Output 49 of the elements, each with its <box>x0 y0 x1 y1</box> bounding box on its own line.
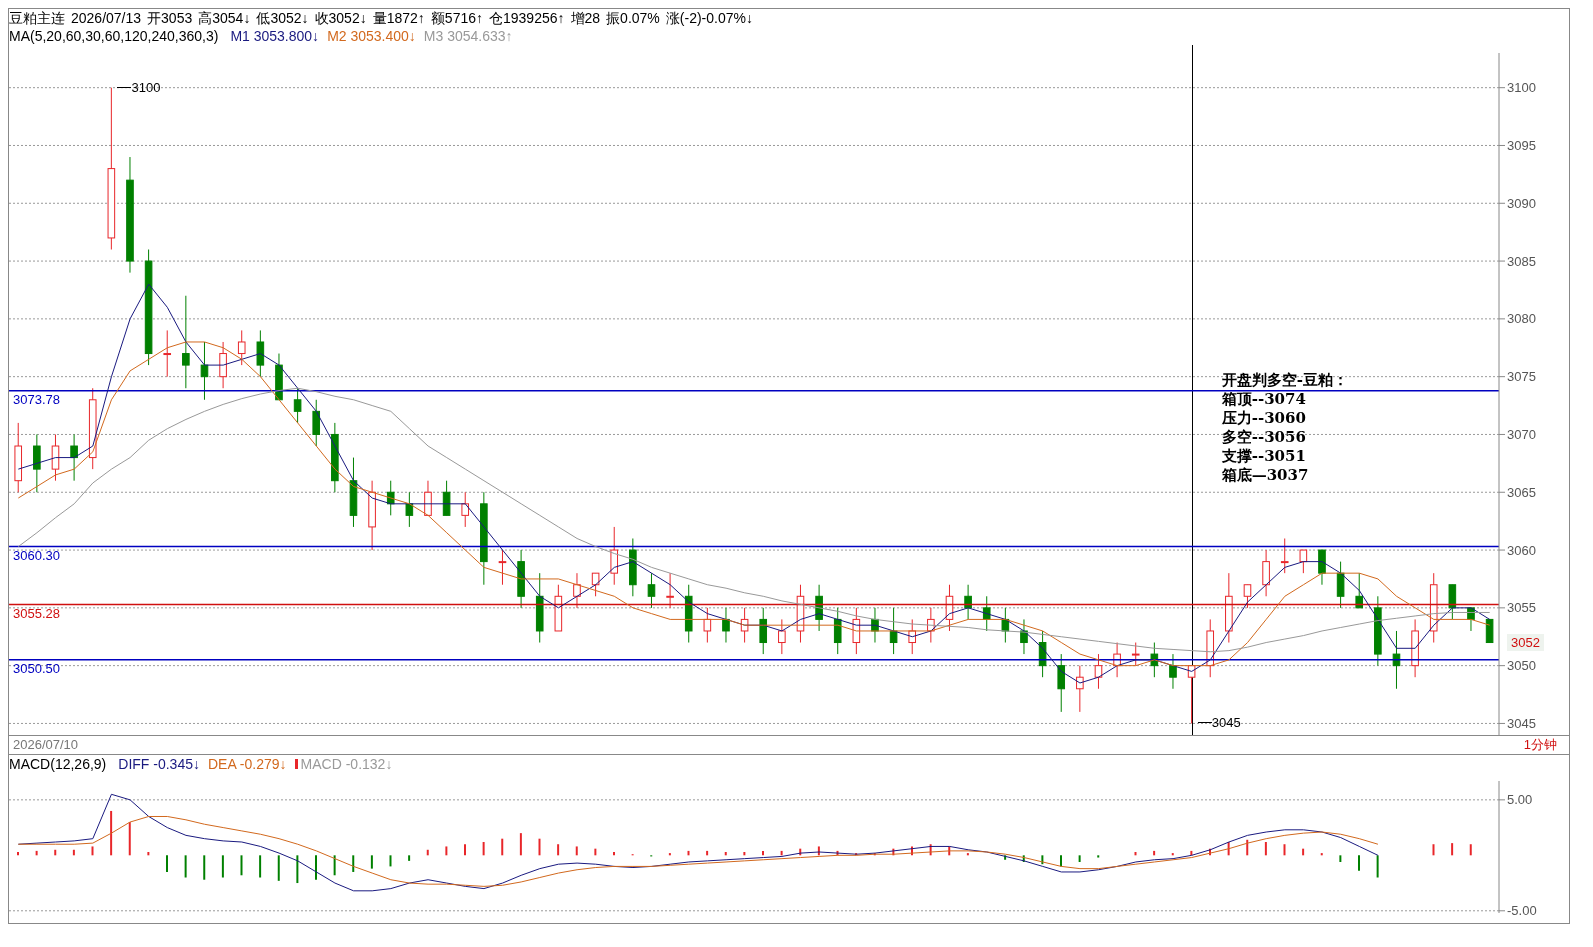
text: 1分钟 <box>1523 736 1558 754</box>
y-tick-label: -5.00 <box>1507 903 1537 919</box>
text: 2026/07/10 <box>12 736 79 754</box>
text: M2 3053.400↓ <box>327 28 416 44</box>
ref-line-label: 3060.30 <box>13 547 60 563</box>
ref-line-label: 3055.28 <box>13 605 60 621</box>
y-tick-label: 3100 <box>1507 80 1536 96</box>
text: M3 3054.633↑ <box>423 28 513 44</box>
text: 3052 <box>1507 633 1544 651</box>
ref-line-label: 3073.78 <box>13 391 60 407</box>
annotation: 压力--3060 <box>1221 408 1307 428</box>
text: 高3054↓ <box>198 10 251 26</box>
text: 涨(-2)-0.07%↓ <box>665 10 753 26</box>
y-tick-label: 5.00 <box>1507 792 1533 808</box>
text: DEA -0.279↓ <box>207 756 287 772</box>
text: 开3053 <box>147 10 193 26</box>
y-tick-label: 3050 <box>1507 658 1536 674</box>
y-tick-label: 3070 <box>1507 427 1536 443</box>
text: 增28 <box>570 10 601 26</box>
y-tick-label: 3065 <box>1507 484 1536 500</box>
text: 额5716↑ <box>430 10 484 26</box>
text: 收3052↓ <box>314 10 367 26</box>
text: 仓1939256↑ <box>489 10 565 26</box>
text: 低3052↓ <box>256 10 309 26</box>
y-tick-label: 3060 <box>1507 542 1536 558</box>
y-tick-label: 3045 <box>1507 716 1536 732</box>
y-tick-label: 3075 <box>1507 369 1536 385</box>
chart-title: 豆粕主连 <box>9 10 65 26</box>
y-tick-label: 3080 <box>1507 311 1536 327</box>
annotation: 箱底—3037 <box>1221 465 1310 485</box>
y-tick-label: 3055 <box>1507 600 1536 616</box>
legend-label: MACD -0.132↓ <box>299 756 393 772</box>
annotation: 箱顶--3074 <box>1221 389 1307 409</box>
annotation: 开盘判多空-豆粕： <box>1221 370 1348 390</box>
y-tick-label: 3085 <box>1507 253 1536 269</box>
text: MA(5,20,60,30,60,120,240,360,3) <box>9 28 219 44</box>
text: 量1872↑ <box>372 10 425 26</box>
text: 2026/07/13 <box>71 10 142 26</box>
annotation: 3045 <box>1211 715 1241 731</box>
text: M1 3053.800↓ <box>230 28 320 44</box>
chart-title: MACD(12,26,9) <box>9 756 107 772</box>
series-label: DIFF -0.345↓ <box>118 756 200 772</box>
annotation: 支撑--3051 <box>1221 446 1307 466</box>
annotation: 多空--3056 <box>1221 427 1307 447</box>
y-tick-label: 3095 <box>1507 138 1536 154</box>
ref-line-label: 3050.50 <box>13 661 60 677</box>
text: 振0.07% <box>606 10 660 26</box>
y-tick-label: 3090 <box>1507 195 1536 211</box>
annotation: 3100 <box>131 79 161 95</box>
